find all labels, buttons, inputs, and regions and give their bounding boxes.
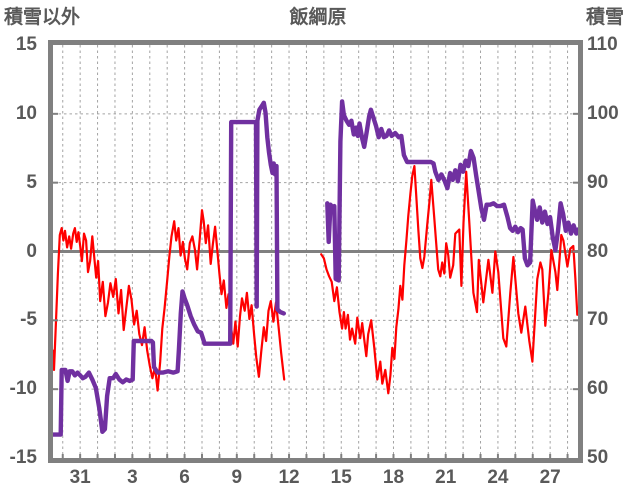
left-axis-tick-label: 10 (15, 102, 37, 124)
plot-frame (48, 40, 583, 463)
right-axis-tick-label: 80 (587, 240, 609, 262)
temperature-line-segment (320, 165, 579, 395)
x-axis-tick-label: 31 (69, 467, 91, 488)
temperature-line-segment (51, 209, 286, 392)
left-axis-tick-label: 15 (15, 34, 37, 55)
right-axis-tick-label: 70 (587, 309, 609, 331)
snow-depth-line-segment (50, 100, 286, 437)
x-axis-tick-label: 6 (179, 467, 190, 488)
left-axis-tick-label: 5 (26, 171, 37, 193)
right-axis-tick-label: 100 (587, 102, 619, 124)
x-axis-tick-label: 21 (435, 467, 457, 488)
x-axis-tick-label: 27 (539, 467, 561, 488)
x-axis-tick-label: 24 (487, 467, 509, 488)
right-axis-tick-label: 110 (587, 34, 618, 55)
x-axis-tick-label: 12 (278, 467, 300, 488)
temperature-series (51, 165, 579, 395)
tick-marks (53, 112, 578, 458)
left-axis-tick-label: -5 (20, 309, 37, 331)
snow-depth-series (50, 99, 581, 437)
x-axis-tick-label: 3 (127, 467, 138, 488)
left-axis-tick-label: 0 (26, 240, 37, 262)
right-axis-title: 積雪 (585, 7, 624, 28)
right-axis-tick-label: 60 (587, 378, 609, 400)
x-axis-tick-label: 9 (231, 467, 243, 488)
left-axis-tick-label: -10 (9, 378, 37, 400)
right-axis-tick-label: 50 (587, 447, 609, 468)
snow-depth-line-segment (325, 99, 581, 283)
x-axis-tick-label: 15 (330, 467, 352, 488)
left-axis-tick-label: -15 (9, 447, 37, 468)
right-axis-tick-label: 90 (587, 171, 609, 193)
chart-title: 飯綱原 (289, 7, 347, 28)
x-axis-tick-label: 18 (382, 467, 405, 488)
left-axis-title: 積雪以外 (4, 7, 81, 28)
